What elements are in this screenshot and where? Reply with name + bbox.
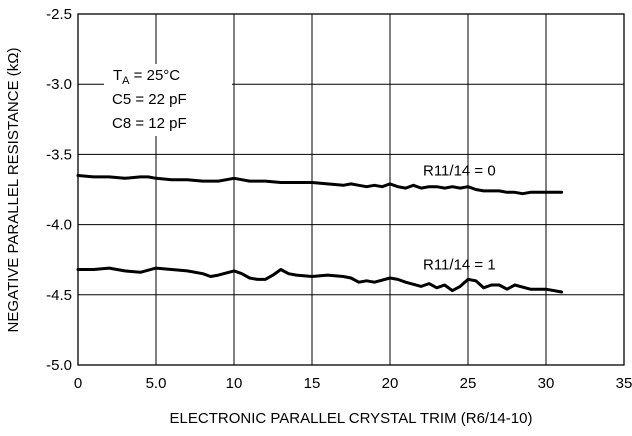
y-tick-label: -4.5 [46, 287, 72, 304]
x-axis-label: ELECTRONIC PARALLEL CRYSTAL TRIM (R6/14-… [170, 410, 533, 427]
condition-ta: TA = 25°C [113, 67, 180, 87]
condition-ta-value: = 25°C [130, 67, 181, 84]
series-line-1 [76, 174, 564, 196]
plot-frame [77, 13, 625, 366]
x-tick-label: 20 [382, 375, 399, 392]
y-tick-label: -3.5 [46, 146, 72, 163]
x-tick-label: 25 [460, 375, 477, 392]
x-tick-label: 15 [304, 375, 321, 392]
grid [78, 14, 624, 365]
series-label-2: R11/14 = 1 [423, 257, 496, 274]
series-group [76, 174, 564, 294]
y-tick-label: -3.0 [46, 76, 72, 93]
y-tick-label: -2.5 [46, 6, 72, 23]
series-line-2 [76, 266, 564, 294]
x-tick-labels: 0 5.0 10 15 20 25 30 35 [74, 375, 632, 392]
condition-c5: C5 = 22 pF [112, 91, 187, 108]
x-tick-label: 30 [538, 375, 555, 392]
series-label-1: R11/14 = 0 [423, 163, 496, 180]
x-tick-label: 10 [226, 375, 243, 392]
y-tick-label: -4.0 [46, 217, 72, 234]
condition-ta-main: T [113, 67, 122, 84]
y-tick-label: -5.0 [46, 357, 72, 374]
series-labels: R11/14 = 0 R11/14 = 1 [423, 163, 496, 274]
condition-ta-sub: A [122, 75, 130, 87]
condition-c8: C8 = 12 pF [112, 115, 187, 132]
y-axis-label: NEGATIVE PARALLEL RESISTANCE (kΩ) [5, 48, 22, 333]
y-tick-labels: -2.5 -3.0 -3.5 -4.0 -4.5 -5.0 [46, 6, 72, 374]
x-tick-label: 5.0 [146, 375, 167, 392]
conditions-box-bg [104, 64, 232, 136]
x-tick-label: 35 [616, 375, 632, 392]
x-tick-label: 0 [74, 375, 82, 392]
